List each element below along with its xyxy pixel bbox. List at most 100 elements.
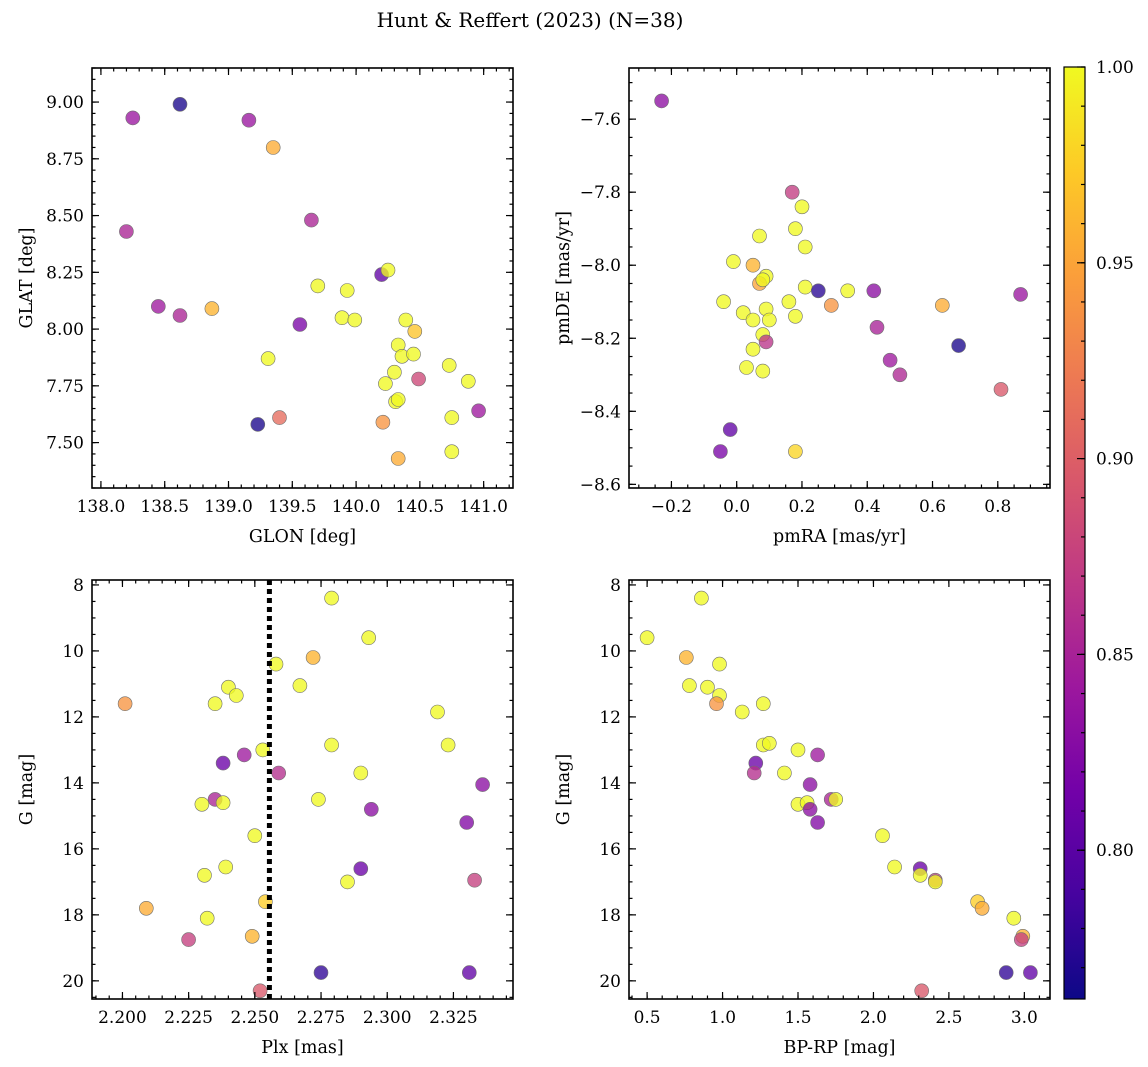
data-point	[840, 283, 856, 299]
data-point	[823, 298, 839, 313]
x-tick-label: 140.0	[332, 497, 381, 517]
x-axis-label: Plx [mas]	[261, 1038, 343, 1058]
y-tick-label: −7.8	[580, 183, 621, 203]
y-tick-label: 10	[599, 642, 621, 662]
data-point	[339, 283, 355, 298]
data-point	[247, 828, 263, 844]
y-tick-label: 7.50	[46, 434, 84, 454]
data-point	[292, 317, 308, 332]
data-point	[265, 140, 281, 155]
data-point	[125, 110, 141, 126]
data-point	[353, 861, 369, 877]
x-tick-label: 2.325	[429, 1008, 478, 1028]
colorbar-gradient	[1063, 66, 1086, 1000]
data-point	[390, 451, 406, 466]
data-point	[471, 403, 486, 419]
data-point	[363, 801, 379, 817]
data-point	[310, 278, 326, 294]
data-point	[761, 312, 777, 328]
figure-title: Hunt & Reffert (2023) (N=38)	[377, 8, 684, 32]
data-point	[694, 590, 709, 606]
x-tick-label: 0.5	[634, 1008, 661, 1028]
data-point	[882, 352, 898, 368]
data-point	[313, 965, 329, 980]
data-point	[682, 678, 697, 693]
data-point	[755, 272, 771, 288]
x-tick-label: 2.5	[935, 1008, 962, 1028]
data-point	[229, 688, 244, 703]
data-point	[181, 932, 196, 947]
data-point	[797, 239, 813, 255]
data-point	[712, 656, 727, 672]
data-point	[722, 422, 738, 437]
data-point	[340, 874, 355, 890]
data-point	[735, 305, 751, 321]
data-point	[726, 254, 741, 269]
data-point	[375, 414, 391, 430]
panel-proper-motion: −0.2 0.0 0.2 0.4 0.6 0.8 −8.6 −8.4 −8.2 −8.0 −7.8 −…	[554, 67, 1051, 547]
x-tick-label: 0.4	[854, 497, 881, 517]
data-point	[139, 900, 154, 916]
data-point	[406, 346, 421, 362]
y-tick-label: 8.00	[46, 320, 84, 340]
data-point	[260, 351, 276, 366]
data-point	[252, 983, 268, 999]
y-tick-label: −8.6	[580, 475, 621, 495]
data-point	[475, 777, 490, 792]
data-point	[172, 308, 188, 323]
data-point	[746, 765, 762, 781]
colorbar-tick-label: 0.85	[1096, 645, 1134, 665]
ticks	[92, 580, 513, 999]
y-tick-label: 18	[599, 906, 621, 926]
data-point	[739, 360, 754, 375]
data-point	[993, 382, 1009, 397]
data-point	[215, 755, 231, 771]
data-point	[444, 444, 460, 460]
data-point	[777, 765, 792, 781]
axes-frame	[628, 579, 1051, 1000]
data-point	[927, 874, 943, 890]
y-tick-label: 16	[599, 840, 621, 860]
x-tick-label: 0.6	[919, 497, 946, 517]
y-axis-label: G [mag]	[17, 754, 37, 825]
panel-position: 138.0 138.5 139.0 139.5 140.0 140.5 141.0 7.50 7…	[17, 67, 514, 547]
y-axis-label: pmDE [mas/yr]	[554, 211, 574, 345]
panel-color-magnitude: 0.5 1.0 1.5 2.0 2.5 3.0 8 10 12 14 16 18 20 BP-RP [ma…	[554, 576, 1051, 1058]
ticks	[92, 67, 513, 489]
y-tick-label: 12	[62, 708, 84, 728]
data-point	[311, 792, 326, 807]
x-tick-label: 1.5	[784, 1008, 811, 1028]
data-point	[304, 212, 319, 228]
x-tick-label: 139.5	[268, 497, 317, 517]
data-point	[709, 696, 724, 712]
x-tick-label: 141.0	[459, 497, 508, 517]
data-point	[172, 97, 188, 112]
data-point	[951, 338, 966, 353]
scatter-points	[119, 97, 486, 466]
ticks	[629, 68, 1050, 488]
data-point	[802, 777, 818, 792]
data-point	[875, 828, 890, 844]
data-point	[761, 735, 777, 751]
scatter-points	[117, 590, 490, 999]
data-point	[215, 795, 231, 811]
data-point	[869, 319, 885, 335]
data-point	[758, 334, 774, 350]
data-point	[639, 630, 655, 646]
data-point	[745, 312, 761, 328]
data-point	[802, 801, 818, 817]
y-tick-label: 16	[62, 840, 84, 860]
data-point	[324, 737, 339, 753]
colorbar-tick-label: 0.90	[1096, 450, 1134, 470]
data-point	[334, 310, 350, 326]
y-tick-label: 12	[599, 708, 621, 728]
data-point	[788, 444, 803, 459]
y-tick-label: 18	[62, 906, 84, 926]
y-tick-label: 8.75	[46, 150, 84, 170]
y-tick-label: 14	[62, 774, 84, 794]
data-point	[444, 410, 460, 425]
ticks	[629, 580, 1050, 999]
data-point	[271, 765, 287, 781]
y-tick-label: −8.4	[580, 402, 621, 422]
data-point	[781, 294, 797, 310]
